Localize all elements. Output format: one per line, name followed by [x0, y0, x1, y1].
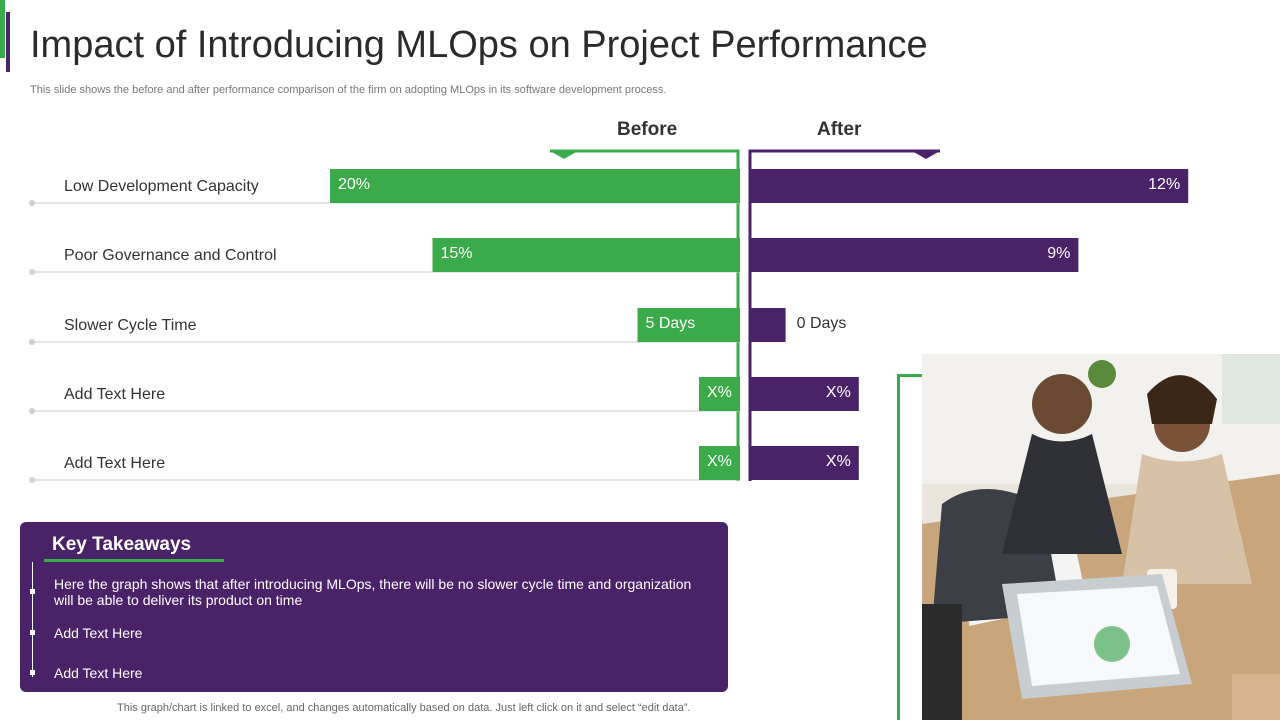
takeaway-bullet: [30, 589, 35, 594]
title-accent-purple: [6, 12, 10, 72]
takeaway-timeline: [32, 562, 33, 677]
title-accent-green: [0, 0, 5, 58]
after-value-label: X%: [825, 453, 851, 470]
after-bar: [749, 238, 1079, 272]
before-value-label: 20%: [338, 176, 371, 193]
row-dot: [29, 269, 35, 275]
takeaway-item: Here the graph shows that after introduc…: [54, 576, 692, 608]
before-value-label: 5 Days: [645, 315, 696, 332]
category-label: Low Development Capacity: [64, 178, 259, 195]
after-bar: [749, 377, 859, 411]
category-label: Poor Governance and Control: [64, 247, 277, 264]
before-value-label: 15%: [440, 245, 473, 262]
page-title: Impact of Introducing MLOps on Project P…: [30, 24, 928, 66]
after-value-label: X%: [825, 384, 851, 401]
after-bar: [749, 308, 786, 342]
after-header: After: [817, 119, 862, 140]
takeaway-item: Add Text Here: [54, 625, 143, 641]
row-dot: [29, 339, 35, 345]
before-bracket: [550, 149, 740, 481]
after-value-label: 12%: [1148, 176, 1181, 193]
key-takeaways-panel: Key Takeaways Here the graph shows that …: [20, 522, 728, 692]
key-takeaways-title: Key Takeaways: [52, 534, 192, 555]
before-value-label: X%: [707, 453, 732, 470]
after-value-label: 9%: [1047, 245, 1071, 262]
page-subtitle: This slide shows the before and after pe…: [30, 84, 667, 96]
before-value-label: X%: [707, 384, 732, 401]
before-bar: [699, 377, 740, 411]
before-bar: [432, 238, 740, 272]
takeaway-bullet: [30, 670, 35, 675]
takeaway-bullet: [30, 630, 35, 635]
before-bar: [330, 169, 740, 203]
category-label: Add Text Here: [64, 386, 166, 403]
row-dot: [29, 200, 35, 206]
after-bracket: [748, 149, 940, 481]
before-bar: [637, 308, 740, 342]
before-bar: [699, 446, 740, 480]
after-bar: [749, 446, 859, 480]
after-value-label: 0 Days: [796, 315, 847, 332]
row-dot: [29, 408, 35, 414]
category-label: Add Text Here: [64, 455, 166, 472]
category-label: Slower Cycle Time: [64, 317, 197, 334]
meeting-photo: [922, 354, 1280, 720]
after-bar: [749, 169, 1189, 203]
row-dot: [29, 477, 35, 483]
footer-note: This graph/chart is linked to excel, and…: [117, 702, 691, 714]
before-header: Before: [617, 119, 678, 140]
takeaway-item: Add Text Here: [54, 665, 143, 681]
key-takeaways-underline: [44, 559, 224, 562]
before-marker: [550, 151, 578, 159]
after-marker: [912, 151, 940, 159]
